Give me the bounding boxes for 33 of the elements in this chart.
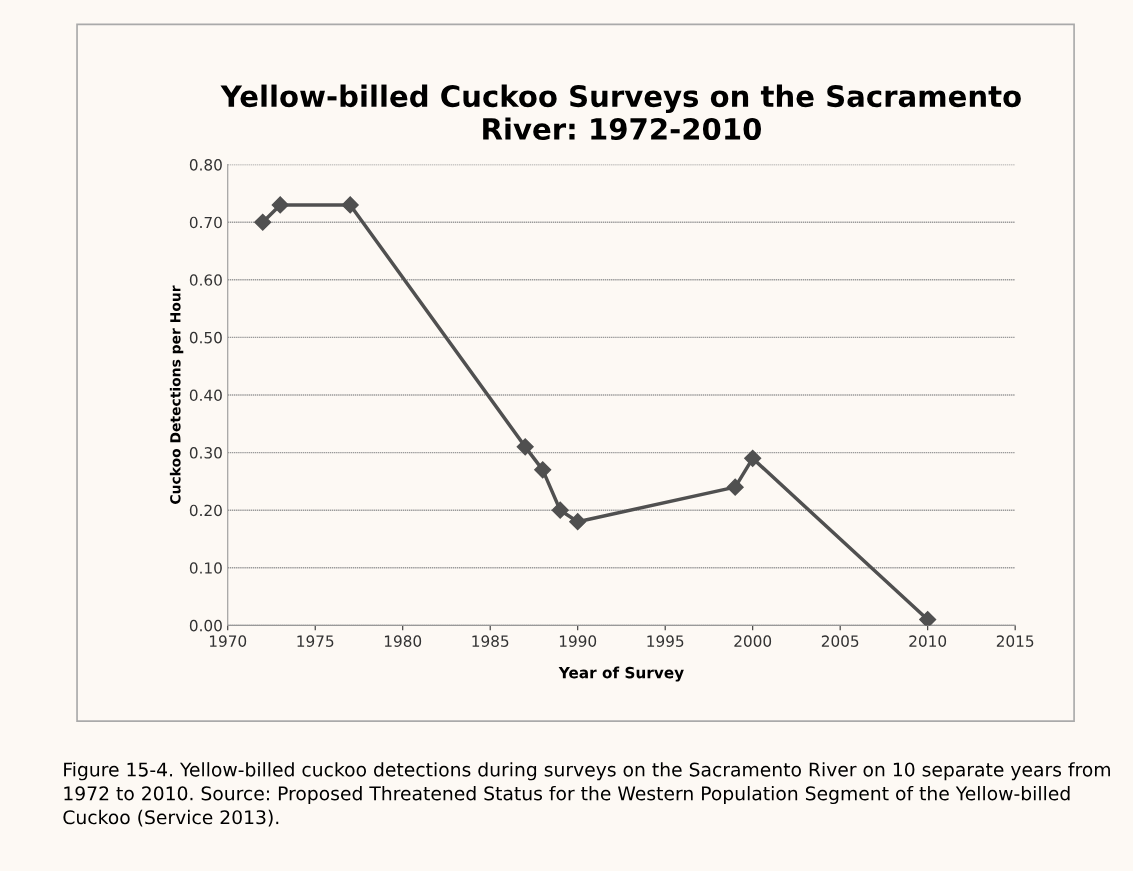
y-tick-label: 0.10 (189, 562, 222, 574)
point (254, 213, 272, 231)
y-tick-label: 0.20 (189, 504, 222, 517)
x-tick-label: 2000 (734, 635, 772, 647)
y-tick-label: 0.40 (189, 389, 222, 402)
x-tick-label: 1990 (559, 635, 597, 647)
point (551, 501, 569, 519)
y-tick-label: 0.60 (189, 274, 222, 286)
point (744, 449, 762, 467)
x-tick-label: 2005 (821, 635, 859, 647)
x-axis-title: Year of Survey (558, 666, 684, 682)
y-tick-label: 0.00 (189, 619, 222, 632)
x-tick-label: 1995 (647, 635, 684, 647)
y-tick-label: 0.50 (189, 331, 222, 344)
point (726, 478, 744, 496)
x-tick-label: 1970 (209, 635, 247, 647)
y-tick-label: 0.70 (189, 216, 222, 229)
point (516, 438, 534, 456)
y-axis-title: Cuckoo Detections per Hour (169, 285, 184, 504)
point (271, 196, 289, 214)
point (569, 513, 587, 531)
point (919, 611, 937, 626)
x-tick-label: 1985 (472, 635, 509, 647)
caption: Figure 15-4. Yellow-billed cuckoo detections during surveys on the Sacramento River on 10 separate years from 1972 to 2010. Source: Proposed Threatened Status for the Western Population Segment of the Yellow-billed Cuckoo (Service 2013). (63, 762, 1110, 827)
x-tick-label: 1980 (384, 635, 422, 647)
x-tick-label: 1975 (297, 635, 334, 647)
y-tick-label: 0.30 (189, 447, 222, 459)
point (534, 461, 552, 479)
x-tick-label: 2010 (909, 635, 947, 647)
chart-title: Yellow-billed Cuckoo Surveys on the Sacramento River: 1972-2010 (220, 84, 1021, 141)
point (341, 196, 359, 214)
x-tick-label: 2015 (996, 635, 1034, 647)
y-tick-label: 0.80 (189, 159, 222, 171)
